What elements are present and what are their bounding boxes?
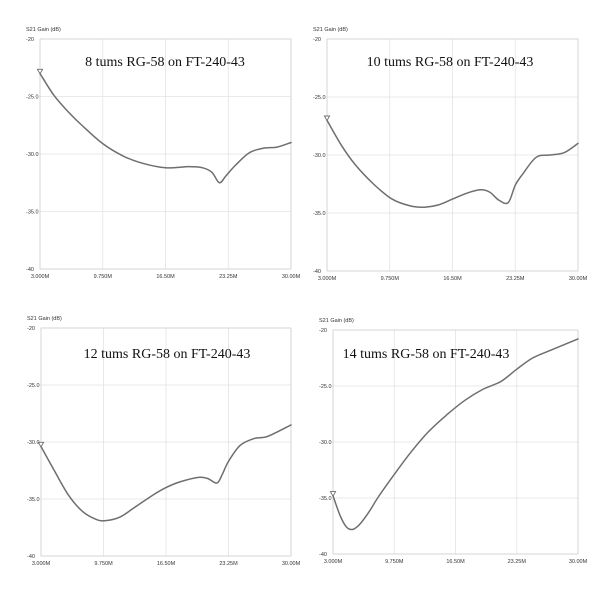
- chart-0-series-line: [39, 72, 292, 184]
- chart-3-x-tick-label: 23.25M: [508, 559, 527, 565]
- chart-8-turns: S21 Gain (dB) -20 -25.0 -30.0 -35.0 -403.000M…: [26, 27, 301, 280]
- chart-0-x-tick-label: 16.50M: [156, 274, 175, 280]
- chart-3-y-tick-label: -30.0: [319, 440, 332, 446]
- chart-2-y-tick-label: -25.0: [27, 383, 40, 389]
- chart-0-y-tick-label: -25.0: [26, 95, 39, 101]
- chart-1-plot-frame: [326, 38, 579, 272]
- chart-3-x-tick-label: 30.00M: [569, 559, 588, 565]
- chart-3-series-line: [332, 338, 579, 531]
- chart-panel-10-turns: S21 Gain (dB) -20 -25.0 -30.0 -35.0 -40 3.000M…: [300, 18, 600, 288]
- chart-1-y-tick-label: -35.0: [313, 211, 326, 217]
- chart-1-x-tick-label: 9.750M: [381, 276, 400, 282]
- chart-0-y-axis-label: S21 Gain (dB): [26, 27, 61, 33]
- chart-2-y-tick-label: -30.0: [27, 440, 40, 446]
- chart-1-start-marker: [323, 115, 331, 122]
- chart-2-title: 12 tums RG-58 on FT-240-43: [84, 347, 251, 362]
- chart-3-x-tick-label: 3.000M: [324, 559, 343, 565]
- chart-1-x-tick-label: 16.50M: [443, 276, 462, 282]
- chart-3-x-tick-label: 9.750M: [385, 559, 404, 565]
- chart-3-y-tick-label: -40: [319, 552, 327, 558]
- chart-3-y-tick-label: -35.0: [319, 496, 332, 502]
- chart-1-y-tick-label: -30.0: [313, 153, 326, 159]
- chart-0-y-tick-label: -20: [26, 37, 34, 43]
- chart-0-title: 8 tums RG-58 on FT-240-43: [85, 55, 245, 70]
- chart-12-turns: S21 Gain (dB) -20 -25.0 -30.0 -35.0 -403.000M…: [27, 316, 301, 567]
- chart-3-title: 14 tums RG-58 on FT-240-43: [343, 347, 510, 362]
- chart-1-x-tick-label: 30.00M: [569, 276, 588, 282]
- chart-2-series-line: [40, 424, 292, 522]
- chart-2-y-tick-label: -20: [27, 326, 35, 332]
- chart-3-x-tick-label: 16.50M: [446, 559, 465, 565]
- chart-0-x-tick-label: 9.750M: [94, 274, 113, 280]
- chart-1-y-axis-label: S21 Gain (dB): [313, 27, 348, 33]
- chart-0-y-tick-label: -30.0: [26, 152, 39, 158]
- chart-2-y-axis-label: S21 Gain (dB): [27, 316, 62, 322]
- chart-3-plot-frame: [332, 329, 579, 555]
- chart-3-start-marker: [329, 491, 337, 498]
- chart-1-y-tick-label: -20: [313, 37, 321, 43]
- chart-0-x-tick-label: 3.000M: [31, 274, 50, 280]
- chart-0-x-tick-label: 30.00M: [282, 274, 301, 280]
- chart-1-y-tick-label: -40: [313, 269, 321, 275]
- chart-panel-12-turns: S21 Gain (dB) -20 -25.0 -30.0 -35.0 -40 3.000M…: [12, 308, 302, 578]
- chart-2-x-tick-label: 23.25M: [219, 561, 238, 567]
- chart-2-x-tick-label: 3.000M: [32, 561, 51, 567]
- chart-2-start-marker: [37, 441, 45, 448]
- chart-10-turns: S21 Gain (dB) -20 -25.0 -30.0 -35.0 -403.000M…: [313, 27, 588, 282]
- chart-1-y-tick-label: -25.0: [313, 95, 326, 101]
- chart-panel-8-turns: S21 Gain (dB) -20 -25.0 -30.0 -35.0 -40 3.000M…: [12, 18, 302, 288]
- chart-3-y-tick-label: -25.0: [319, 384, 332, 390]
- chart-1-x-tick-label: 23.25M: [506, 276, 525, 282]
- chart-2-x-tick-label: 16.50M: [157, 561, 176, 567]
- chart-0-x-tick-label: 23.25M: [219, 274, 238, 280]
- chart-2-y-tick-label: -35.0: [27, 497, 40, 503]
- chart-1-x-tick-label: 3.000M: [318, 276, 337, 282]
- chart-2-x-tick-label: 30.00M: [282, 561, 301, 567]
- chart-0-y-tick-label: -35.0: [26, 210, 39, 216]
- chart-14-turns: S21 Gain (dB) -20 -25.0 -30.0 -35.0 -403.000M…: [319, 318, 588, 565]
- chart-1-series-line: [326, 119, 579, 209]
- chart-0-start-marker: [36, 68, 44, 75]
- chart-0-y-tick-label: -40: [26, 267, 34, 273]
- chart-2-x-tick-label: 9.750M: [94, 561, 113, 567]
- chart-3-y-tick-label: -20: [319, 328, 327, 334]
- chart-2-y-tick-label: -40: [27, 554, 35, 560]
- chart-0-plot-frame: [39, 38, 292, 270]
- chart-1-title: 10 tums RG-58 on FT-240-43: [367, 55, 534, 70]
- chart-3-y-axis-label: S21 Gain (dB): [319, 318, 354, 324]
- chart-panel-14-turns: S21 Gain (dB) -20 -25.0 -30.0 -35.0 -40 3.000M…: [304, 306, 600, 576]
